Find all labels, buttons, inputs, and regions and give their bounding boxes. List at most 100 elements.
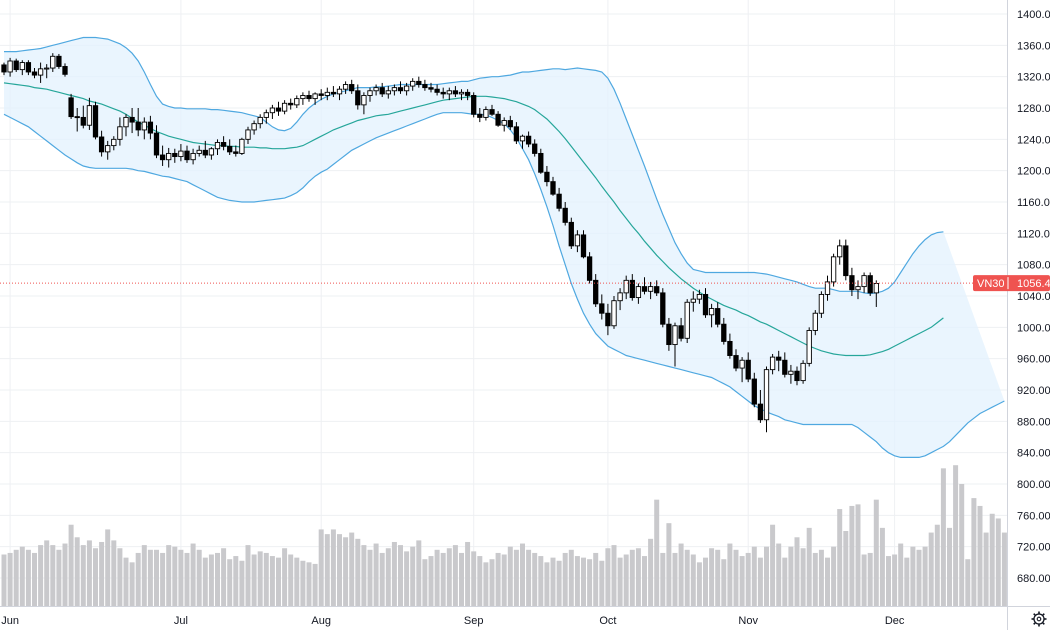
volume-bar bbox=[465, 541, 471, 606]
last-price-badge-bg bbox=[973, 275, 1050, 292]
bollinger-band-fill bbox=[4, 37, 1005, 458]
candle-body-down bbox=[159, 154, 166, 161]
volume-bar bbox=[141, 545, 147, 606]
candle-body-down bbox=[532, 143, 538, 154]
candle-body-up bbox=[300, 95, 306, 100]
volume-bar bbox=[452, 545, 458, 606]
candle bbox=[391, 84, 398, 96]
y-tick-label: 1320.00 bbox=[1017, 72, 1050, 84]
volume-bar bbox=[593, 552, 599, 606]
candle bbox=[111, 136, 117, 151]
candle-body-up bbox=[385, 90, 391, 95]
candle-body-up bbox=[123, 116, 129, 128]
volume-bar bbox=[330, 529, 336, 606]
candle-body-down bbox=[147, 121, 154, 134]
volume-bar bbox=[50, 545, 56, 606]
volume-bar bbox=[770, 524, 776, 606]
candle-body-up bbox=[574, 234, 581, 247]
candle bbox=[281, 100, 288, 115]
volume-bar bbox=[873, 499, 879, 606]
candle bbox=[13, 58, 19, 72]
candle bbox=[635, 283, 642, 304]
candle bbox=[806, 327, 812, 367]
candle bbox=[763, 366, 770, 433]
volume-bar bbox=[202, 557, 208, 606]
candle bbox=[86, 97, 93, 130]
candle-body-up bbox=[873, 283, 879, 294]
candle-body-down bbox=[586, 256, 593, 281]
candle bbox=[580, 230, 587, 259]
candle bbox=[37, 62, 44, 83]
candle-body-down bbox=[678, 325, 684, 339]
volume-bar bbox=[172, 546, 178, 606]
volume-bar bbox=[825, 557, 830, 606]
candle-body-up bbox=[684, 301, 690, 339]
candle bbox=[336, 86, 343, 101]
volume-bar bbox=[965, 559, 971, 606]
volume-bar bbox=[800, 548, 806, 606]
volume-bar bbox=[642, 556, 647, 606]
volume-bar bbox=[599, 560, 605, 606]
volume-bar bbox=[660, 552, 666, 606]
volume-bar bbox=[288, 554, 294, 606]
candle-body-up bbox=[617, 292, 623, 302]
candle-body-down bbox=[507, 120, 513, 128]
settings-gear-icon[interactable] bbox=[1031, 611, 1047, 627]
volume-bar bbox=[38, 545, 44, 606]
bollinger-upper-band bbox=[4, 36, 944, 295]
candle-body-down bbox=[202, 149, 208, 156]
candle-body-up bbox=[190, 152, 196, 161]
volume-bar bbox=[129, 562, 135, 606]
candle-body-down bbox=[220, 142, 227, 147]
candle bbox=[196, 145, 202, 157]
candle-body-down bbox=[428, 87, 434, 90]
volume-bar bbox=[940, 468, 946, 606]
volume-bar bbox=[574, 556, 580, 606]
volume-bar bbox=[532, 552, 538, 606]
candle bbox=[92, 101, 99, 140]
candle bbox=[105, 140, 111, 160]
candle bbox=[629, 274, 635, 301]
volume-bar bbox=[306, 562, 312, 606]
candle bbox=[843, 239, 849, 281]
volume-bar bbox=[684, 549, 690, 606]
candle-body-up bbox=[635, 286, 642, 299]
candle bbox=[428, 82, 434, 93]
candle bbox=[269, 104, 276, 119]
candle bbox=[361, 92, 367, 115]
volume-bar bbox=[343, 537, 349, 606]
volume-bar bbox=[416, 540, 422, 606]
volume-bar bbox=[44, 540, 50, 606]
candle-body-down bbox=[98, 136, 105, 153]
candle bbox=[342, 81, 349, 94]
candle bbox=[605, 303, 611, 336]
candle bbox=[31, 68, 38, 79]
candle bbox=[458, 89, 465, 101]
candle-body-up bbox=[812, 312, 818, 331]
volume-bar bbox=[739, 556, 745, 606]
candle bbox=[98, 130, 105, 157]
candle bbox=[123, 114, 129, 137]
volume-bar bbox=[147, 549, 153, 606]
volume-bar bbox=[190, 543, 196, 606]
candle bbox=[355, 84, 361, 110]
candle bbox=[294, 95, 300, 108]
candle bbox=[7, 57, 13, 77]
volume-bar bbox=[166, 545, 172, 606]
volume-bar bbox=[544, 562, 550, 606]
candle bbox=[178, 144, 184, 162]
volume-bar bbox=[733, 549, 739, 606]
volume-bar bbox=[233, 556, 239, 606]
candle bbox=[172, 148, 178, 163]
candle-body-up bbox=[501, 120, 507, 126]
candle-body-up bbox=[830, 256, 837, 283]
volume-bar bbox=[440, 552, 446, 606]
candle bbox=[678, 317, 684, 342]
volume-bar bbox=[715, 549, 721, 606]
volume-bar bbox=[154, 549, 159, 606]
volume-bar bbox=[587, 559, 593, 606]
x-tick-label: Oct bbox=[599, 615, 616, 627]
candle bbox=[416, 76, 422, 88]
candle bbox=[611, 296, 617, 329]
